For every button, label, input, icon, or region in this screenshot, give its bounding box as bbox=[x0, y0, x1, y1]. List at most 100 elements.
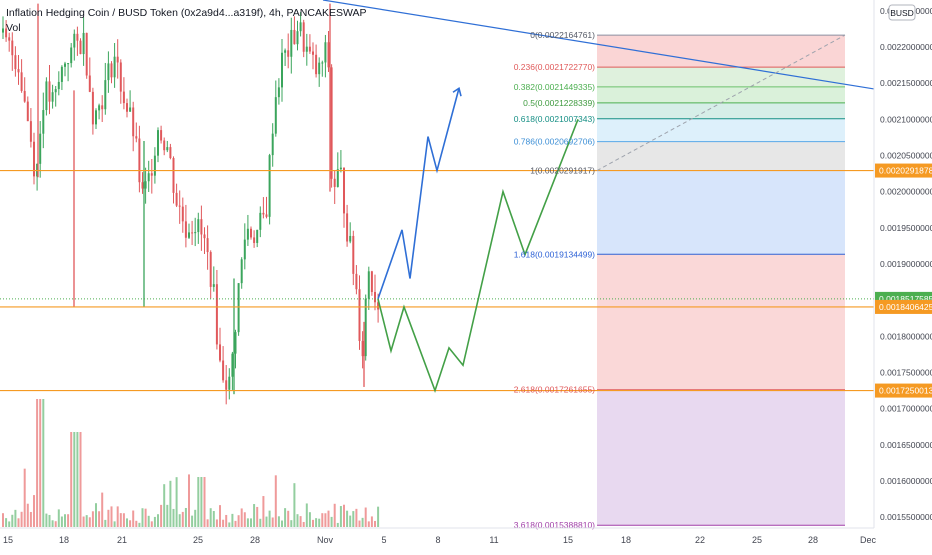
candle-body bbox=[259, 212, 262, 230]
fib-zone-fill bbox=[597, 170, 845, 255]
volume-bar bbox=[253, 504, 256, 527]
candle-body bbox=[70, 47, 73, 64]
price-marker-box bbox=[875, 383, 932, 398]
candle-body bbox=[339, 167, 342, 170]
candle-body bbox=[231, 353, 234, 377]
time-axis[interactable]: 15 18 21 25 28 Nov 5 8 11 15 18 22 25 28 Dec bbox=[0, 527, 876, 545]
volume-bar bbox=[330, 516, 333, 527]
fib-diagonal bbox=[596, 34, 846, 171]
candle-body bbox=[8, 37, 11, 41]
candle-body bbox=[293, 29, 296, 45]
currency-button-frame[interactable] bbox=[888, 4, 916, 21]
price-axis[interactable]: 0.00225000000.00220000000.00215000000.00… bbox=[873, 0, 932, 528]
candlestick-series bbox=[2, 3, 380, 405]
volume-bar bbox=[370, 516, 373, 527]
volume-bar bbox=[296, 514, 299, 527]
candle-body bbox=[327, 42, 330, 68]
volume-bar bbox=[172, 508, 175, 527]
candle-body bbox=[107, 63, 110, 81]
drawing-layer[interactable] bbox=[322, 0, 875, 394]
volume-bar bbox=[122, 513, 125, 527]
candle-body bbox=[321, 62, 324, 64]
volume-bar bbox=[39, 399, 42, 527]
candle-body bbox=[377, 302, 380, 310]
candle-body bbox=[215, 284, 218, 345]
volume-bar bbox=[98, 511, 101, 527]
candle-body bbox=[367, 271, 370, 299]
fib-level-label: 0.618(0.0021007343) bbox=[514, 114, 595, 124]
candle-body bbox=[209, 252, 212, 287]
time-tick-label: 5 bbox=[381, 535, 386, 545]
time-tick-label: 25 bbox=[752, 535, 762, 545]
volume-bar bbox=[219, 505, 221, 527]
volume-bar bbox=[48, 514, 51, 527]
volume-bar bbox=[200, 477, 203, 527]
volume-bar bbox=[299, 516, 302, 527]
candle-body bbox=[370, 271, 373, 292]
candle-body bbox=[315, 54, 318, 75]
candle-body bbox=[281, 52, 283, 88]
candle-body bbox=[110, 63, 113, 78]
price-tick-label: 0.0015500000 bbox=[880, 512, 932, 522]
time-tick-label: Nov bbox=[317, 535, 334, 545]
candle-body bbox=[246, 228, 249, 240]
volume-bar bbox=[312, 519, 314, 527]
fib-zone-fill bbox=[597, 67, 845, 87]
fib-zone-fill bbox=[597, 118, 845, 142]
currency-button-label[interactable]: BUSD bbox=[890, 8, 914, 18]
volume-bar bbox=[191, 515, 194, 527]
volume-bar bbox=[163, 484, 166, 527]
volume-bar bbox=[374, 520, 376, 527]
candle-body bbox=[48, 81, 51, 102]
candle-body bbox=[358, 289, 361, 342]
time-tick-label: 11 bbox=[489, 535, 498, 545]
volume-bar bbox=[246, 518, 249, 527]
candle-body bbox=[194, 232, 197, 234]
volume-bar bbox=[20, 511, 23, 527]
volume-bar bbox=[358, 520, 361, 527]
candle-body bbox=[296, 31, 299, 45]
candle-body bbox=[355, 273, 358, 290]
volume-bar bbox=[95, 503, 97, 527]
volume-bar bbox=[225, 514, 228, 527]
volume-bar bbox=[259, 518, 262, 527]
volume-bar bbox=[175, 477, 178, 527]
volume-label: Vol bbox=[6, 22, 21, 34]
candle-body bbox=[135, 136, 138, 139]
price-marker-box bbox=[875, 299, 932, 314]
volume-bar bbox=[141, 508, 144, 527]
candle-body bbox=[188, 232, 190, 238]
candle-body bbox=[33, 141, 35, 177]
volume-bar bbox=[361, 517, 364, 527]
time-tick-label: 15 bbox=[3, 535, 13, 545]
candle-body bbox=[82, 32, 85, 55]
candle-body bbox=[11, 40, 14, 56]
candle-body bbox=[132, 107, 135, 137]
candle-body bbox=[64, 63, 66, 67]
candle-body bbox=[54, 89, 57, 93]
candle-body bbox=[172, 158, 175, 193]
volume-bar bbox=[17, 518, 20, 527]
volume-bar bbox=[377, 506, 380, 527]
volume-bar bbox=[197, 477, 200, 527]
candle-body bbox=[243, 239, 246, 260]
volume-bar bbox=[107, 509, 110, 527]
price-marker-box bbox=[875, 163, 932, 178]
candle-body bbox=[20, 72, 23, 91]
volume-bar bbox=[206, 519, 209, 527]
volume-bar bbox=[339, 506, 342, 527]
volume-bar bbox=[215, 519, 218, 527]
volume-bar bbox=[82, 516, 85, 527]
fib-level-label: 3.618(0.0015388810) bbox=[514, 520, 595, 530]
volume-bar bbox=[138, 522, 141, 527]
candle-body bbox=[147, 173, 150, 182]
candle-body bbox=[119, 62, 122, 92]
volume-bar bbox=[36, 399, 39, 527]
candle-body bbox=[29, 121, 32, 142]
candle-body bbox=[113, 56, 116, 78]
currency-button[interactable]: BUSD bbox=[888, 4, 916, 21]
projection-arrowhead bbox=[452, 86, 462, 97]
